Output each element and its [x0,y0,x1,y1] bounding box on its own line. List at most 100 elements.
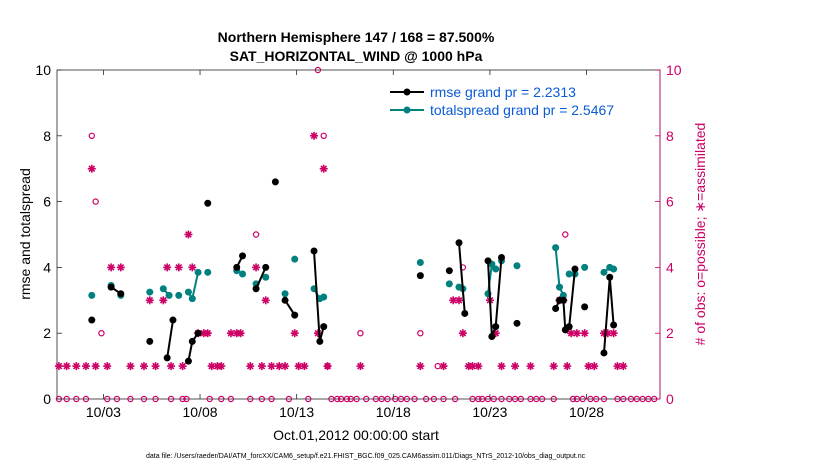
spread-point [416,258,424,266]
rmse-point [163,354,171,362]
obs-possible-marker [475,395,482,403]
obs-possible-marker [167,395,175,403]
obs-possible-marker [550,395,557,403]
asterisk-stroke [163,264,171,271]
spread-point [513,262,521,270]
asterisk-stroke [416,362,424,370]
rmse-point [188,337,196,345]
chart-subtitle: SAT_HORIZONTAL_WIND @ 1000 hPa [230,48,483,64]
y-axis-label-left: rmse and totalspread [17,168,33,300]
obs-possible-marker [206,395,213,403]
asterisk-stroke [614,362,621,370]
rmse-line-segment [458,242,466,314]
obs-possible-marker [113,395,121,403]
asterisk-stroke [217,362,225,370]
spread-point [188,295,196,303]
asterisk-stroke [469,362,476,370]
rmse-point [565,323,573,331]
obs-possible-marker [73,395,80,403]
spread-point [565,270,573,278]
obs-assimilated-marker [246,362,255,371]
rmse-point [291,311,299,319]
y-axis-label-right: # of obs: o=possible; ∗=assimilated [692,123,708,346]
obs-possible-marker [417,330,424,337]
rmse-point [492,323,500,331]
obs-assimilated-marker [549,362,558,371]
rmse-point [416,272,424,280]
obs-assimilated-marker [590,362,599,371]
rmse-point [606,273,614,281]
rmse-point [107,283,115,291]
rmse-point [117,290,125,298]
asterisk-stroke [82,362,90,370]
obs-assimilated-marker [474,362,483,371]
obs-assimilated-marker [497,362,506,371]
asterisk-stroke [237,329,244,337]
rmse-point [88,316,96,324]
obs-assimilated-marker [174,263,183,272]
asterisk-stroke [167,362,175,370]
obs-possible-marker [430,395,438,403]
obs-possible-marker [357,330,364,337]
obs-possible-marker [353,395,360,403]
obs-possible-marker [384,395,391,403]
obs-possible-marker [227,395,235,403]
obs-assimilated-marker [91,362,100,371]
x-tick-label: 10/23 [472,404,507,420]
obs-assimilated-marker [62,362,71,371]
rmse-point [488,332,496,340]
obs-assimilated-marker [572,329,581,338]
rmse-point [461,309,469,317]
obs-possible-marker [98,330,105,337]
asterisk-stroke [449,296,457,304]
spread-point [556,283,563,291]
obs-possible-marker [363,395,370,403]
asterisk-stroke [511,362,519,370]
y-tick-label-left: 2 [43,325,51,341]
asterisk-stroke [459,329,467,337]
spread-point [600,268,608,276]
obs-possible-marker [320,132,327,139]
obs-possible-marker [569,395,577,403]
spread-point [159,285,167,293]
obs-possible-marker [305,395,312,403]
asterisk-stroke [295,362,302,370]
asterisk-stroke [563,362,571,370]
y-tick-label-left: 4 [43,259,51,275]
asterisk-stroke [92,362,100,370]
obs-assimilated-marker [267,362,276,371]
obs-assimilated-marker [261,296,270,305]
asterisk-stroke [140,362,148,370]
rmse-point [513,319,521,327]
obs-possible-marker [183,395,190,403]
rmse-point [498,254,506,262]
spread-point [175,291,183,299]
asterisk-stroke [474,362,482,370]
obs-possible-marker [562,231,569,238]
rmse-point [239,252,247,260]
y-tick-label-left: 10 [35,62,51,78]
spread-point [184,288,192,296]
rmse-point [271,178,279,186]
rmse-point [310,247,318,255]
obs-assimilated-marker [151,362,160,371]
asterisk-stroke [281,362,289,370]
series-layer [88,178,618,365]
spread-point [610,265,618,273]
rmse-point [252,285,260,293]
obs-assimilated-marker [236,329,245,338]
asterisk-stroke [107,264,115,271]
rmse-point [320,323,328,331]
obs-assimilated-marker [281,362,290,371]
rmse-point [484,257,492,265]
obs-possible-marker [538,395,546,403]
asterisk-stroke [567,329,575,337]
rmse-line-segment [487,257,503,337]
asterisk-stroke [498,362,505,370]
obs-assimilated-marker [416,362,425,371]
obs-possible-marker [343,395,351,403]
obs-assimilated-marker [290,329,299,338]
rmse-point [445,267,453,275]
asterisk-stroke [268,362,275,370]
asterisk-stroke [258,362,266,370]
